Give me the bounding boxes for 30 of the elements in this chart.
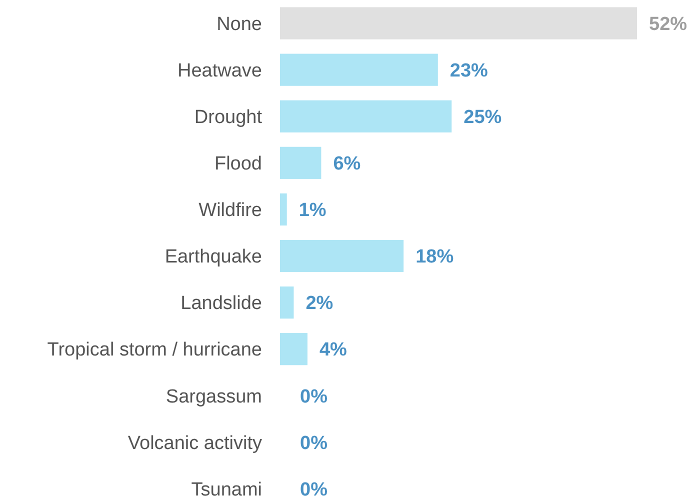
y-tick-label: Drought	[194, 107, 263, 128]
y-tick-label: Volcanic activity	[128, 432, 262, 454]
y-tick-label: Flood	[214, 154, 262, 175]
y-tick-label: Landslide	[180, 293, 262, 314]
y-tick-label: Sargassum	[166, 386, 262, 408]
bar	[280, 54, 438, 86]
data-label: 0%	[300, 386, 328, 408]
data-label: 4%	[319, 340, 348, 361]
bar	[280, 286, 294, 319]
data-label: 6%	[333, 154, 361, 175]
y-tick-label: Heatwave	[178, 60, 262, 82]
data-label: 52%	[649, 14, 688, 35]
y-tick-label: Wildfire	[198, 200, 262, 222]
bar	[280, 193, 287, 226]
y-tick-label: None	[216, 14, 262, 35]
data-label: 0%	[300, 432, 328, 454]
y-tick-label: Tsunami	[191, 479, 262, 500]
y-tick-label: Tropical storm / hurricane	[47, 340, 262, 361]
bar	[280, 146, 322, 179]
data-label: 25%	[464, 107, 502, 128]
data-label: 2%	[306, 293, 334, 314]
data-label: 23%	[450, 60, 488, 82]
data-label: 1%	[298, 200, 326, 222]
bar	[280, 7, 637, 40]
bar	[280, 100, 452, 132]
y-tick-label: Earthquake	[164, 246, 262, 268]
data-label: 0%	[300, 479, 328, 500]
bar	[280, 240, 404, 272]
bar	[280, 333, 308, 366]
data-label: 18%	[416, 246, 454, 268]
